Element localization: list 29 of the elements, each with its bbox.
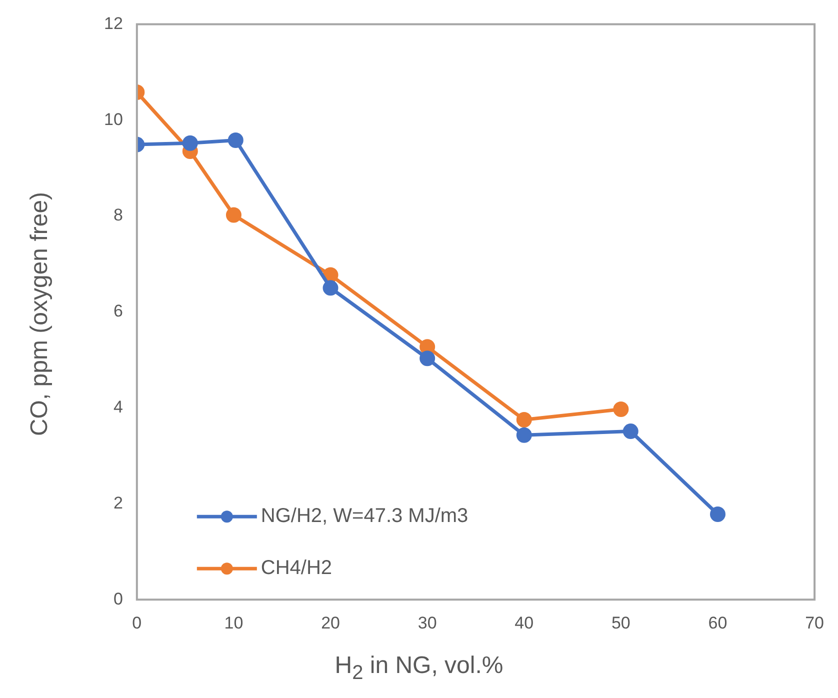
point xyxy=(516,427,532,443)
y-tick-label: 6 xyxy=(113,302,123,321)
x-tick-label: 10 xyxy=(224,613,244,632)
y-tick-label: 8 xyxy=(113,206,123,225)
point xyxy=(322,280,338,296)
point xyxy=(182,135,198,151)
point xyxy=(613,401,629,417)
point xyxy=(226,207,242,223)
y-tick-label: 12 xyxy=(104,14,123,33)
x-tick-label: 70 xyxy=(805,613,824,632)
point xyxy=(516,412,532,428)
y-tick-label: 4 xyxy=(113,397,123,416)
x-tick-label: 40 xyxy=(514,613,534,632)
x-tick-label: 20 xyxy=(321,613,340,632)
x-axis-title: H$_{2}$ in NG, vol.% xyxy=(334,652,504,685)
x-tick-label: 0 xyxy=(132,613,142,632)
x-tick-label: 50 xyxy=(611,613,630,632)
y-tick-label: 0 xyxy=(113,589,123,608)
x-tick-label: 30 xyxy=(418,613,437,632)
y-tick-label: 2 xyxy=(113,493,123,512)
y-tick-label: 10 xyxy=(104,110,123,129)
legend-label: NG/H2, W=47.3 MJ/m3 xyxy=(260,505,468,528)
point xyxy=(228,132,244,148)
y-axis-title: CO, ppm (oxygen free) xyxy=(26,190,54,438)
x-tick-label: 60 xyxy=(708,613,728,632)
point xyxy=(420,350,436,366)
point xyxy=(710,506,726,522)
legend-label: CH4/H2 xyxy=(260,557,332,580)
point xyxy=(622,424,638,440)
